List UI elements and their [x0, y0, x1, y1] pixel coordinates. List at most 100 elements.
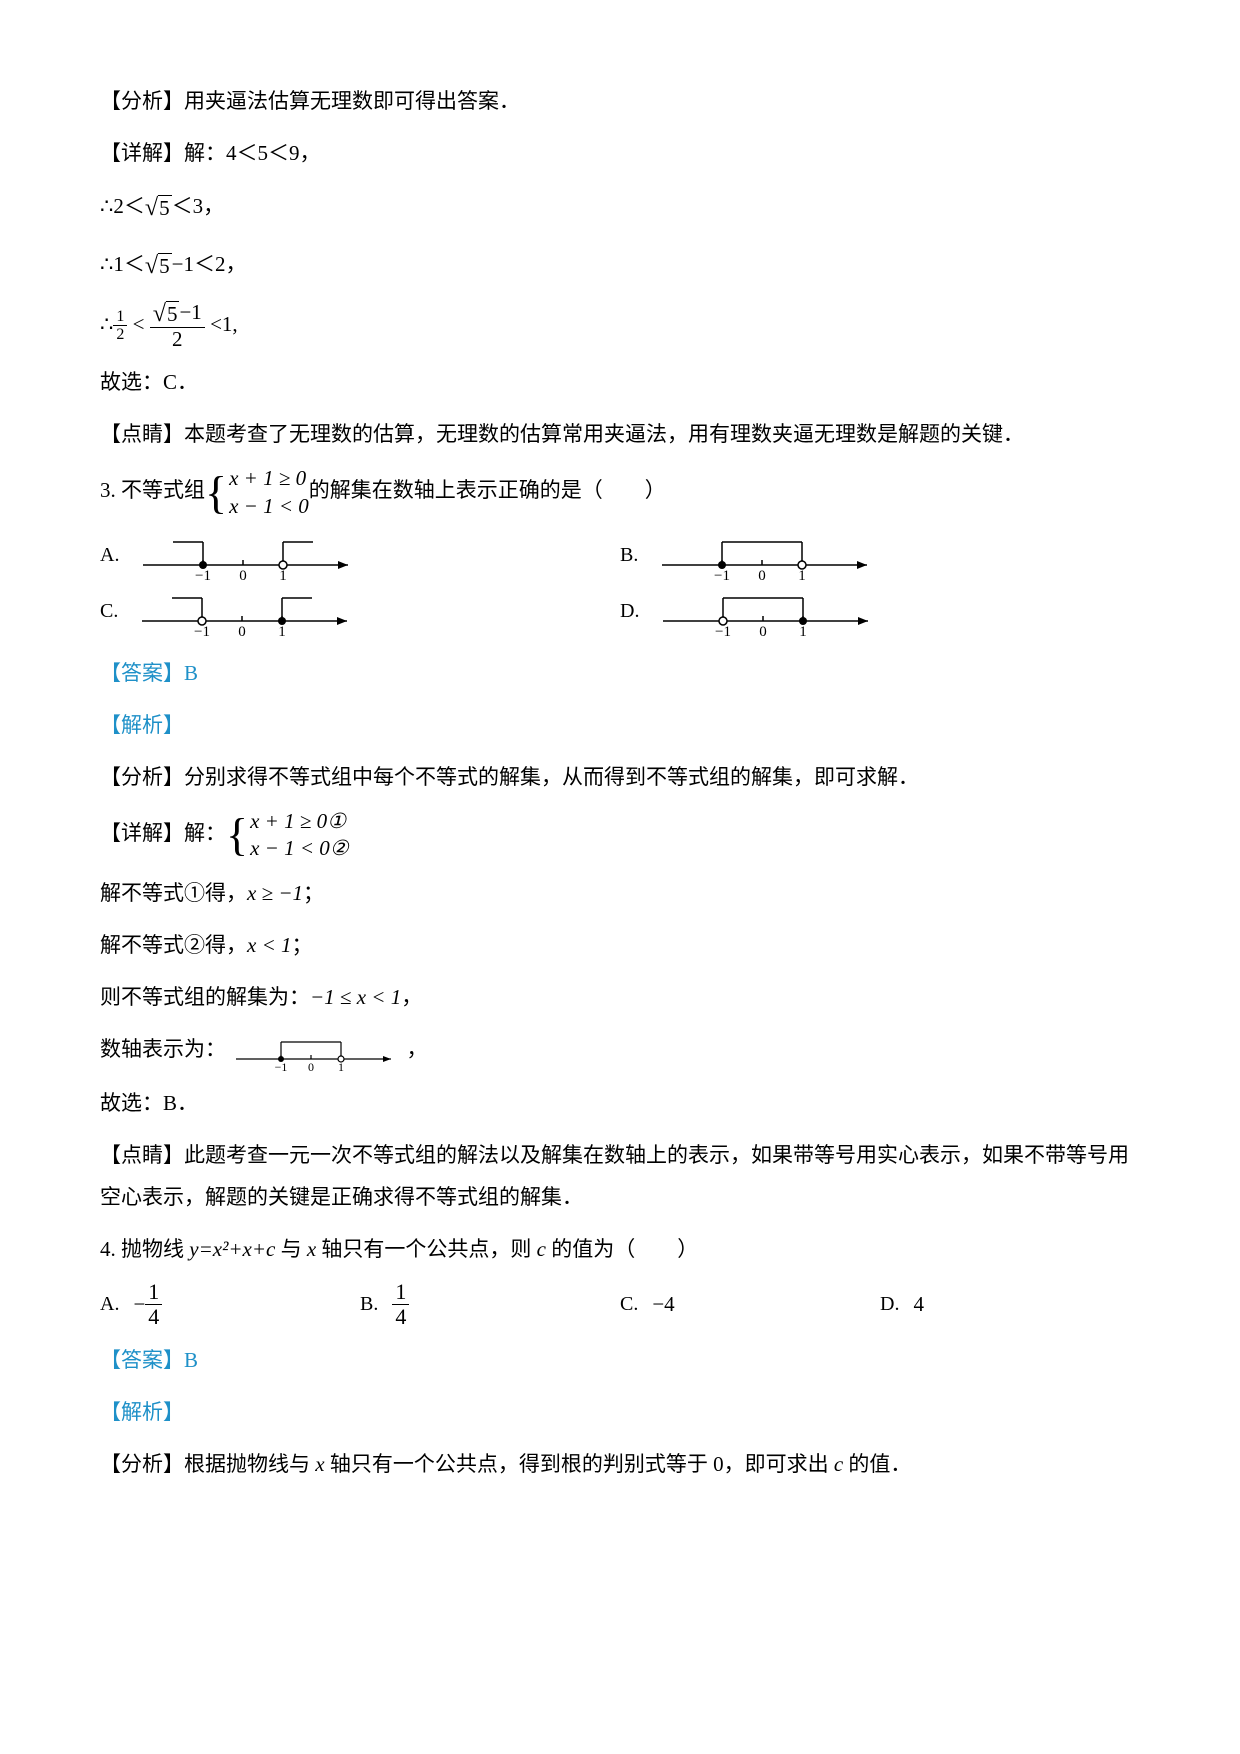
q4-B-den: 4 — [392, 1305, 409, 1329]
intro-detail-intro: 解：4＜5＜9， — [184, 141, 321, 165]
q3-detail-label: 【详解】 — [100, 821, 184, 845]
intro-l1c: ＜3， — [172, 194, 225, 218]
q3-step3-expr: −1 ≤ x < 1 — [310, 985, 401, 1009]
q4-analysis-label: 【分析】 — [100, 1452, 184, 1476]
q3-choice: 故选：B． — [100, 1082, 1140, 1124]
q4-analysis: 【分析】根据抛物线与 x 轴只有一个公共点，得到根的判别式等于 0，即可求出 c… — [100, 1443, 1140, 1485]
q3-num: 3. — [100, 478, 121, 502]
q3-optB: B. −1 0 1 — [620, 530, 1140, 580]
q3-step1-expr: x ≥ −1 — [247, 881, 303, 905]
q3-step2-end: ； — [292, 933, 313, 957]
q4-optA-neg: − — [133, 1283, 145, 1325]
number-line-C: −1 0 1 — [132, 586, 362, 636]
q3-db-l1: x + 1 ≥ 0① — [250, 808, 349, 835]
svg-text:−1: −1 — [714, 568, 730, 580]
q3-step3-end: ， — [401, 985, 422, 1009]
q4-analysis-c: c — [834, 1452, 843, 1476]
q3-analysis: 【分析】分别求得不等式组中每个不等式的解集，从而得到不等式组的解集，即可求解． — [100, 756, 1140, 798]
q4-A-den: 4 — [145, 1305, 162, 1329]
q4-stem-c: 轴只有一个公共点，则 — [316, 1237, 537, 1261]
q4-options: A. − 1 4 B. 1 4 C. −4 D. 4 — [100, 1280, 1140, 1329]
q3-step2-t: 解不等式②得， — [100, 933, 247, 957]
q4-stem-d: 的值为（ ） — [546, 1237, 698, 1261]
intro-analysis: 【分析】用夹逼法估算无理数即可得出答案． — [100, 80, 1140, 122]
q3-step3-t: 则不等式组的解集为： — [100, 985, 310, 1009]
q4-optA-frac: 1 4 — [145, 1280, 162, 1329]
svg-text:0: 0 — [239, 624, 247, 636]
page: 【分析】用夹逼法估算无理数即可得出答案． 【详解】解：4＜5＜9， ∴2＜√5＜… — [0, 0, 1240, 1754]
q4-optC-val: −4 — [652, 1283, 674, 1325]
frac-sqrt5m1-2: √5−1 2 — [150, 301, 205, 352]
q3-db-l2: x − 1 < 0② — [250, 835, 349, 862]
q3-optB-label: B. — [620, 535, 638, 575]
intro-lt1: < — [127, 312, 149, 336]
svg-text:0: 0 — [759, 568, 767, 580]
q4-analysis-b: 轴只有一个公共点，得到根的判别式等于 0，即可求出 — [325, 1452, 834, 1476]
intro-l3-pre: ∴ — [100, 312, 113, 336]
q3-optA-label: A. — [100, 535, 119, 575]
frac-den-2: 2 — [150, 328, 205, 351]
intro-lt2: <1, — [205, 312, 238, 336]
intro-line1: ∴2＜√5＜3， — [100, 184, 1140, 232]
q4-optA-label: A. — [100, 1284, 119, 1324]
q4-section: 【解析】 — [100, 1391, 1140, 1433]
q4-optB: B. 1 4 — [360, 1280, 620, 1329]
q3-analysis-text: 分别求得不等式组中每个不等式的解集，从而得到不等式组的解集，即可求解． — [184, 765, 919, 789]
q4-optC: C. −4 — [620, 1280, 880, 1329]
q3-step1-end: ； — [303, 881, 324, 905]
q3-step2-expr: x < 1 — [247, 933, 292, 957]
q4-optD: D. 4 — [880, 1280, 1140, 1329]
q3-optC-label: C. — [100, 591, 118, 631]
half-den: 2 — [113, 326, 127, 344]
svg-text:−1: −1 — [715, 624, 731, 636]
half-num: 1 — [113, 308, 127, 327]
svg-text:1: 1 — [279, 624, 287, 636]
q3-analysis-label: 【分析】 — [100, 765, 184, 789]
intro-l2c: −1＜2， — [172, 252, 247, 276]
q3-step2: 解不等式②得，x < 1； — [100, 924, 1140, 966]
intro-l2a: ∴1＜ — [100, 252, 145, 276]
q4-optB-label: B. — [360, 1284, 378, 1324]
q4-expr: y=x²+x+c — [189, 1237, 275, 1261]
q3-step1: 解不等式①得，x ≥ −1； — [100, 872, 1140, 914]
q3-numline-end: ， — [407, 1037, 428, 1061]
q3-optD: D. −1 0 1 — [620, 586, 1140, 636]
q4-optD-label: D. — [880, 1284, 899, 1324]
q3-point: 【点睛】此题考查一元一次不等式组的解法以及解集在数轴上的表示，如果带等号用实心表… — [100, 1134, 1140, 1218]
svg-text:1: 1 — [800, 624, 808, 636]
q3-optC: C. −1 0 1 — [100, 586, 620, 636]
q4-analysis-cc: 的值． — [843, 1452, 911, 1476]
sqrt5-a: √5 — [145, 184, 172, 232]
q3-answer-val: B — [184, 661, 198, 685]
q4-cvar: c — [537, 1237, 546, 1261]
q3-section: 【解析】 — [100, 704, 1140, 746]
intro-choice: 故选：C． — [100, 361, 1140, 403]
intro-line2: ∴1＜√5−1＜2， — [100, 242, 1140, 290]
svg-text:−1: −1 — [195, 568, 211, 580]
q3-numline-row: 数轴表示为： −1 0 1 ， — [100, 1028, 1140, 1071]
q4-answer-val: B — [184, 1348, 198, 1372]
q3-stem-b: 的解集在数轴上表示正确的是（ ） — [309, 478, 666, 502]
q3-stem: 3. 不等式组 { x + 1 ≥ 0 x − 1 < 0 的解集在数轴上表示正… — [100, 465, 1140, 520]
q4-analysis-a: 根据抛物线与 — [184, 1452, 315, 1476]
sqrt5-b: √5 — [145, 242, 172, 290]
label-analysis: 【分析】 — [100, 89, 184, 113]
q3-detail-brace: { x + 1 ≥ 0① x − 1 < 0② — [226, 808, 349, 863]
q3-detail: 【详解】解： { x + 1 ≥ 0① x − 1 < 0② — [100, 808, 1140, 863]
q4-answer-label: 【答案】 — [100, 1348, 184, 1372]
q3-point-text: 此题考查一元一次不等式组的解法以及解集在数轴上的表示，如果带等号用实心表示，如果… — [100, 1143, 1129, 1209]
q4-stem-a: 抛物线 — [121, 1237, 189, 1261]
q4-answer: 【答案】B — [100, 1339, 1140, 1381]
intro-detail: 【详解】解：4＜5＜9， — [100, 132, 1140, 174]
svg-text:−1: −1 — [194, 624, 210, 636]
q4-x: x — [307, 1237, 316, 1261]
q3-stem-a: 不等式组 — [121, 478, 205, 502]
intro-l1a: ∴2＜ — [100, 194, 145, 218]
q3-step1-t: 解不等式①得， — [100, 881, 247, 905]
q4-stem-b: 与 — [275, 1237, 307, 1261]
intro-line3: ∴ 1 2 < √5−1 2 <1, — [100, 301, 1140, 352]
svg-text:1: 1 — [280, 568, 288, 580]
q3-optA: A. −1 0 1 — [100, 530, 620, 580]
q3-brace-l2: x − 1 < 0 — [229, 493, 309, 520]
q3-numline-label: 数轴表示为： — [100, 1037, 226, 1061]
